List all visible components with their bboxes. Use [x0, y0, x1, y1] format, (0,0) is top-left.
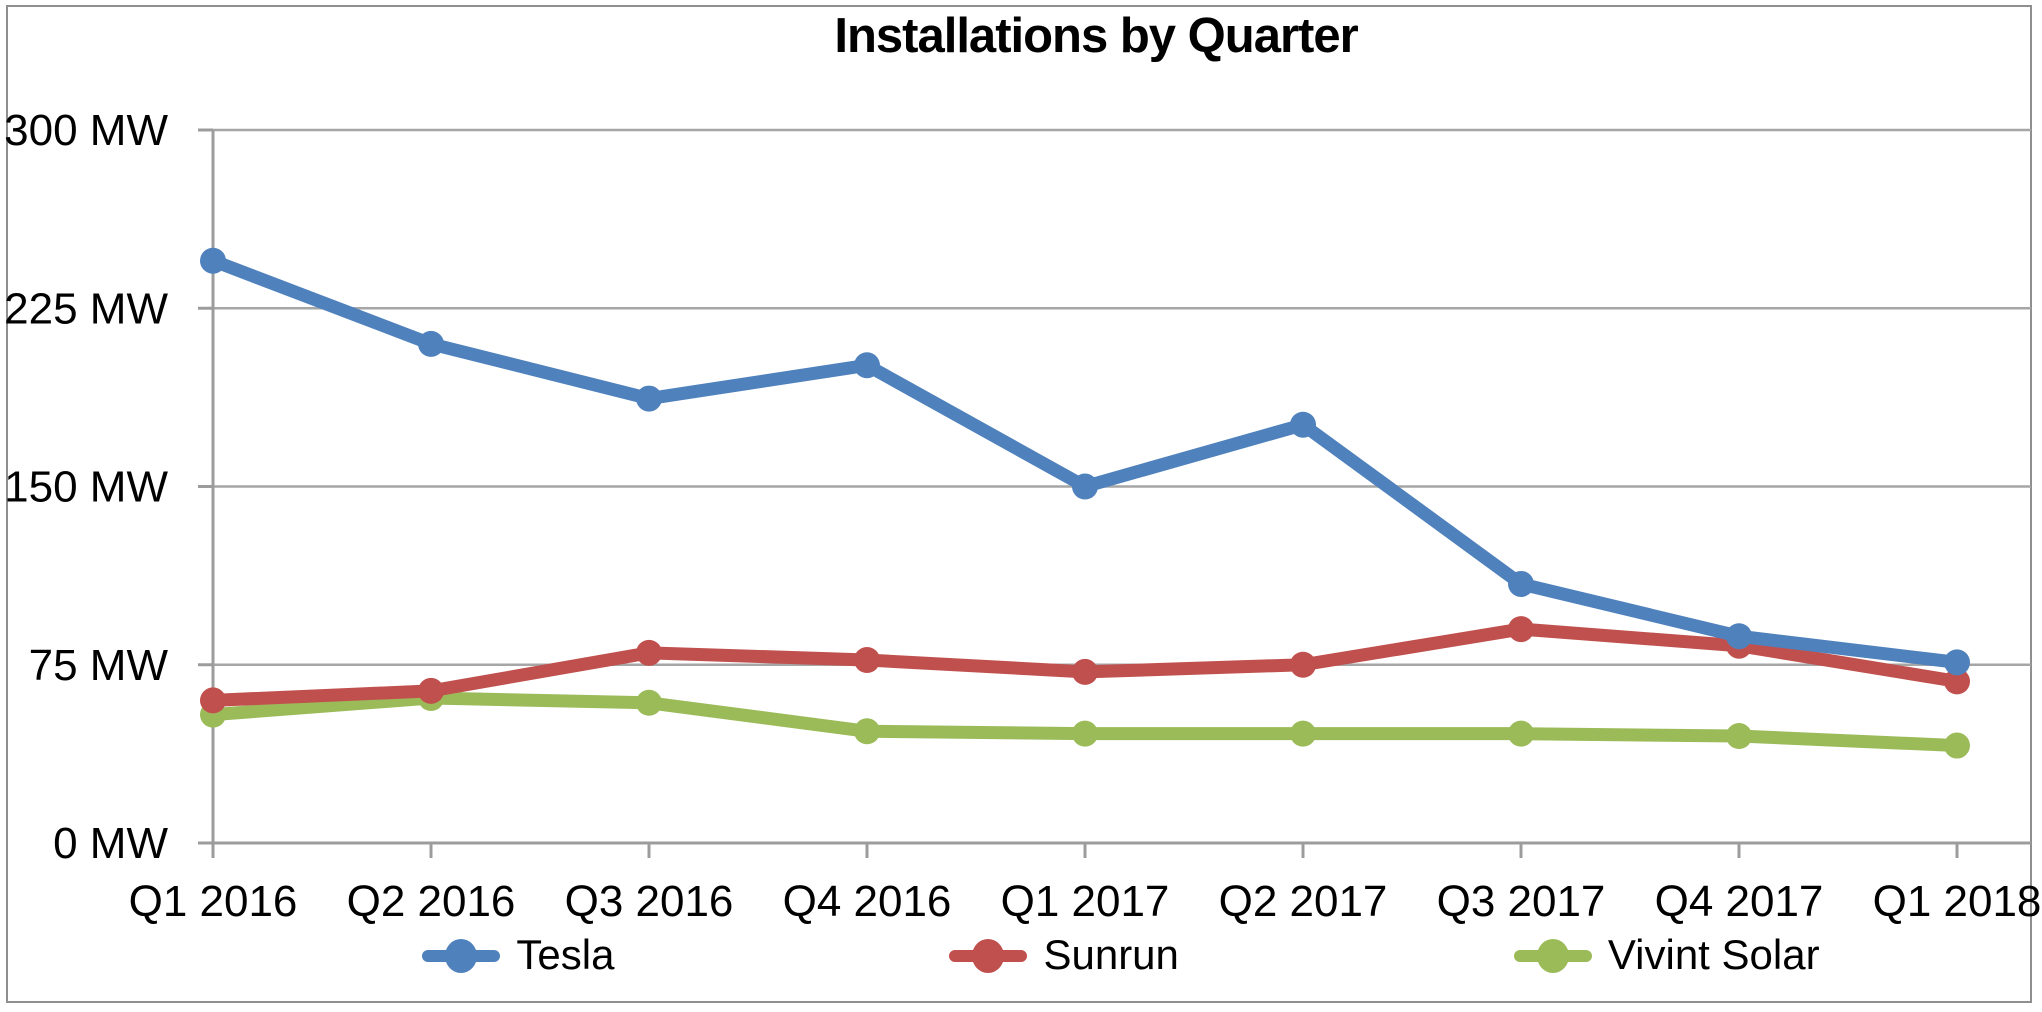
data-point-sunrun — [1944, 668, 1970, 695]
x-axis-label: Q1 2018 — [1873, 877, 2042, 926]
data-point-tesla — [1944, 649, 1970, 676]
legend-label: Tesla — [516, 931, 615, 978]
y-axis-label: 75 MW — [29, 641, 169, 690]
x-axis-label: Q3 2016 — [565, 877, 734, 926]
data-point-tesla — [200, 247, 226, 274]
legend-label: Sunrun — [1043, 931, 1179, 978]
data-point-sunrun — [854, 646, 880, 673]
data-point-tesla — [1290, 411, 1316, 438]
y-axis-label: 0 MW — [53, 819, 168, 868]
data-point-vivint-solar — [1072, 720, 1098, 747]
data-point-tesla — [1508, 570, 1534, 597]
data-point-vivint-solar — [1508, 720, 1534, 747]
y-axis-label: 150 MW — [4, 463, 168, 512]
tesla-series-marker-icon — [422, 939, 501, 973]
data-point-sunrun — [1508, 616, 1534, 643]
vivint-solar-series-marker-icon — [1513, 939, 1592, 973]
data-point-vivint-solar — [1944, 732, 1970, 759]
y-axis-label: 300 MW — [4, 106, 168, 155]
data-point-vivint-solar — [636, 689, 662, 716]
legend-item-vivint-solar: Vivint Solar — [1513, 931, 1820, 978]
x-axis-label: Q1 2016 — [129, 877, 298, 926]
data-point-tesla — [1726, 623, 1752, 650]
data-point-tesla — [418, 330, 444, 357]
data-point-sunrun — [200, 687, 226, 714]
data-point-tesla — [854, 352, 880, 379]
data-point-tesla — [1072, 473, 1098, 500]
x-axis-label: Q4 2017 — [1655, 877, 1824, 926]
data-point-vivint-solar — [854, 718, 880, 745]
data-point-sunrun — [636, 639, 662, 666]
chart-title: Installations by Quarter — [834, 9, 1358, 63]
x-axis-label: Q2 2016 — [347, 877, 516, 926]
legend-item-tesla: Tesla — [422, 934, 614, 978]
x-axis-label: Q3 2017 — [1437, 877, 1606, 926]
sunrun-series-marker-icon — [949, 939, 1028, 973]
legend: Tesla Sunrun Vivint Solar — [200, 934, 2042, 978]
x-axis-label: Q4 2016 — [783, 877, 952, 926]
data-point-vivint-solar — [1290, 720, 1316, 747]
data-point-sunrun — [1290, 651, 1316, 678]
data-point-sunrun — [1072, 658, 1098, 685]
x-axis-label: Q1 2017 — [1001, 877, 1170, 926]
data-point-sunrun — [418, 677, 444, 704]
legend-label: Vivint Solar — [1607, 931, 1820, 978]
legend-item-sunrun: Sunrun — [949, 931, 1179, 978]
data-point-tesla — [636, 385, 662, 412]
x-axis-label: Q2 2017 — [1219, 877, 1388, 926]
chart-border — [6, 5, 2032, 1003]
series-line-tesla — [206, 254, 1964, 669]
y-axis-label: 225 MW — [4, 284, 168, 333]
data-point-vivint-solar — [1726, 723, 1752, 750]
